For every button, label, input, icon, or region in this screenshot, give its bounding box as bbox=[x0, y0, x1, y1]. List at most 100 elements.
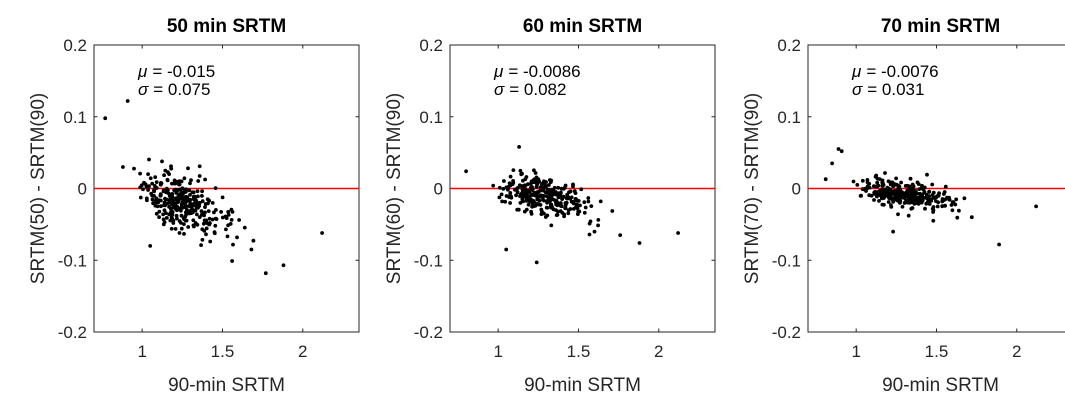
scatter-point bbox=[169, 226, 174, 231]
scatter-point bbox=[855, 183, 860, 187]
scatter-point bbox=[583, 205, 588, 210]
scatter-point bbox=[897, 197, 902, 202]
scatter-point bbox=[895, 193, 900, 198]
scatter-point bbox=[157, 215, 162, 220]
scatter-point bbox=[503, 199, 507, 204]
scatter-point bbox=[891, 199, 896, 204]
panel-title: 70 min SRTM bbox=[881, 16, 1000, 37]
scatter-point bbox=[869, 193, 874, 198]
scatter-point bbox=[915, 201, 919, 206]
scatter-point bbox=[555, 212, 560, 217]
scatter-point bbox=[154, 211, 159, 216]
scatter-point bbox=[596, 223, 600, 228]
scatter-point bbox=[511, 179, 515, 183]
mean-value: = -0.0086 bbox=[508, 62, 580, 81]
scatter-point bbox=[167, 212, 172, 217]
scatter-point bbox=[830, 161, 834, 166]
scatter-point bbox=[836, 147, 841, 151]
scatter-point bbox=[212, 210, 216, 215]
scatter-point bbox=[179, 179, 184, 184]
scatter-point bbox=[502, 179, 506, 183]
scatter-point bbox=[170, 196, 175, 201]
scatter-point bbox=[574, 205, 578, 210]
scatter-point bbox=[899, 180, 903, 185]
scatter-point bbox=[167, 191, 171, 196]
scatter-point bbox=[177, 219, 182, 224]
scatter-point bbox=[508, 201, 512, 205]
scatter-point bbox=[508, 174, 513, 179]
scatter-point bbox=[200, 237, 205, 242]
scatter-point bbox=[182, 176, 187, 181]
sigma-text: σ = 0.082 bbox=[494, 80, 566, 99]
scatter-point bbox=[934, 199, 938, 204]
scatter-point bbox=[886, 200, 891, 204]
scatter-point bbox=[189, 178, 193, 183]
scatter-point bbox=[513, 187, 518, 192]
scatter-point bbox=[176, 188, 180, 193]
scatter-point bbox=[164, 186, 169, 191]
scatter-point bbox=[525, 197, 529, 202]
scatter-point bbox=[676, 231, 680, 235]
scatter-point bbox=[865, 178, 870, 182]
scatter-point bbox=[184, 212, 189, 217]
scatter-point bbox=[200, 211, 205, 216]
scatter-point bbox=[150, 197, 155, 202]
scatter-point bbox=[517, 145, 521, 149]
scatter-point bbox=[203, 205, 207, 210]
sigma-symbol: σ bbox=[852, 80, 863, 99]
scatter-point bbox=[573, 191, 578, 196]
scatter-point bbox=[823, 177, 828, 182]
scatter-point bbox=[163, 168, 168, 173]
scatter-point bbox=[542, 181, 547, 186]
scatter-point bbox=[927, 198, 932, 203]
scatter-point bbox=[182, 222, 186, 227]
scatter-point bbox=[509, 194, 513, 199]
y-tick-label: 0.1 bbox=[777, 108, 801, 127]
scatter-point bbox=[197, 215, 202, 220]
scatter-point bbox=[566, 211, 571, 216]
scatter-point bbox=[528, 181, 533, 186]
panel-1: 50 min SRTM -0.2 -0.1 0 0.1 0.2 1 1.5 2 90-min SR… bbox=[28, 16, 360, 396]
scatter-point bbox=[146, 172, 151, 177]
scatter-point bbox=[229, 218, 234, 222]
scatter-point bbox=[143, 182, 148, 187]
y-tick-label: 0.2 bbox=[419, 36, 443, 55]
scatter-point bbox=[541, 188, 546, 193]
scatter-point bbox=[563, 203, 568, 207]
scatter-point bbox=[497, 185, 502, 190]
scatter-point bbox=[562, 214, 566, 219]
scatter-point bbox=[569, 195, 574, 200]
scatter-point bbox=[150, 181, 155, 186]
scatter-point bbox=[138, 195, 143, 200]
scatter-point bbox=[954, 197, 959, 202]
scatter-point bbox=[504, 185, 509, 190]
scatter-point bbox=[189, 202, 193, 206]
scatter-point bbox=[179, 202, 184, 207]
y-tick-label: 0.1 bbox=[63, 108, 87, 127]
scatter-point bbox=[911, 200, 916, 205]
scatter-point bbox=[875, 180, 880, 185]
scatter-point bbox=[915, 197, 920, 202]
scatter-point bbox=[1034, 204, 1038, 209]
scatter-point bbox=[220, 195, 225, 200]
scatter-point bbox=[596, 218, 601, 222]
scatter-point bbox=[175, 216, 179, 221]
scatter-point bbox=[499, 192, 504, 197]
panel-2: 60 min SRTM -0.2 -0.1 0 0.1 0.2 1 1.5 2 90-min SR… bbox=[384, 16, 716, 396]
scatter-point bbox=[159, 181, 164, 186]
y-axis-label: SRTM(50) - SRTM(90) bbox=[28, 93, 49, 284]
x-tick-label: 1 bbox=[137, 342, 146, 361]
scatter-point bbox=[563, 183, 568, 188]
scatter-point bbox=[578, 203, 582, 208]
scatter-point bbox=[164, 216, 169, 220]
scatter-point bbox=[191, 218, 196, 223]
scatter-point bbox=[953, 202, 958, 207]
scatter-point bbox=[224, 227, 228, 232]
scatter-point bbox=[517, 183, 522, 188]
scatter-point bbox=[905, 198, 909, 203]
scatter-point bbox=[183, 218, 188, 223]
scatter-point bbox=[906, 213, 911, 218]
scatter-point bbox=[552, 197, 556, 202]
scatter-point bbox=[230, 259, 235, 263]
